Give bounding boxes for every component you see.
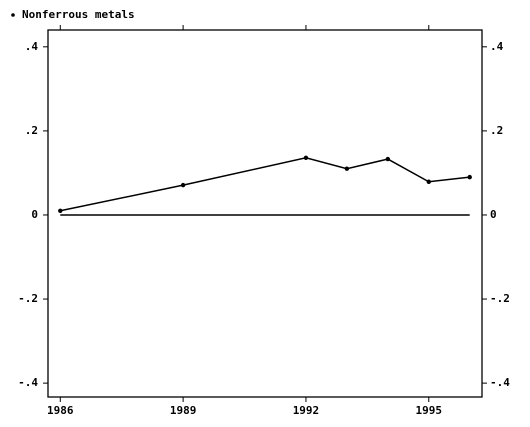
y-tick-label: 0 [31, 208, 38, 221]
x-tick-label: 1995 [416, 404, 443, 417]
point [385, 156, 391, 162]
y2-tick-label: 0 [490, 208, 497, 221]
y2-tick-label: -.2 [490, 292, 510, 305]
point [58, 208, 63, 213]
point [180, 182, 186, 188]
x-tick-label: 1989 [170, 404, 197, 417]
y-tick-label: .2 [25, 124, 38, 137]
series-line [60, 157, 470, 212]
point [344, 166, 350, 171]
x-tick-label: 1992 [293, 404, 320, 417]
x-tick-label: 1986 [47, 404, 74, 417]
point [426, 179, 431, 184]
y-tick-label: -.2 [18, 292, 38, 305]
y2-tick-label: .2 [490, 124, 503, 137]
y2-tick-label: -.4 [490, 376, 510, 389]
point [303, 155, 309, 160]
legend-label: Nonferrous metals [22, 8, 135, 21]
legend-marker [11, 13, 15, 17]
y2-tick-label: .4 [490, 40, 504, 53]
y-tick-label: -.4 [18, 376, 38, 389]
point [467, 174, 472, 180]
y-tick-label: .4 [25, 40, 39, 53]
plot-frame [47, 29, 483, 398]
